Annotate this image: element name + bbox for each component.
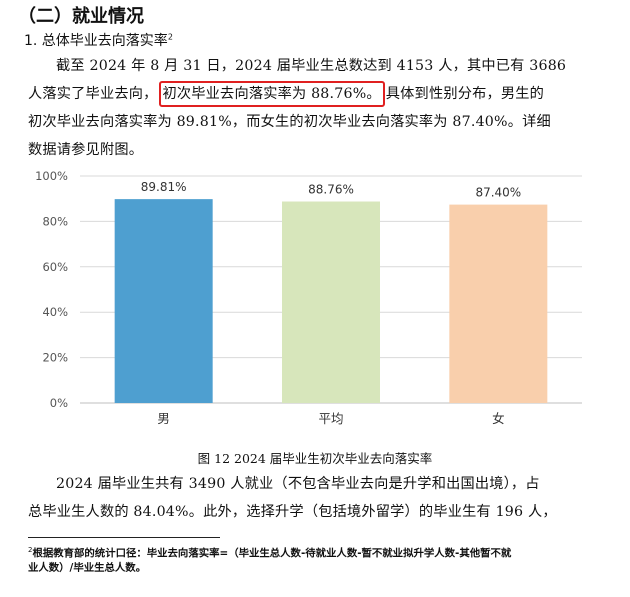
data-label: 87.40% xyxy=(475,186,521,200)
highlighted-rate: 初次毕业去向落实率为 88.76%。 xyxy=(158,81,385,107)
y-tick-label: 0% xyxy=(50,396,68,410)
footnote: 2根据教育部的统计口径：毕业去向落实率=（毕业生总人数-待就业人数-暂不就业拟升… xyxy=(28,543,598,576)
footnote-text: 根据教育部的统计口径：毕业去向落实率=（毕业生总人数-待就业人数-暂不就业拟升学… xyxy=(32,547,512,560)
paragraph-intro: 截至 2024 年 8 月 31 日，2024 届毕业生总数达到 4153 人，… xyxy=(28,52,588,164)
paragraph-text: 具体到性别分布，男生的 xyxy=(385,86,545,102)
x-tick-label: 平均 xyxy=(318,411,343,426)
paragraph-line: 总毕业生人数的 84.04%。此外，选择升学（包括境外留学）的毕业生有 196 … xyxy=(28,504,557,520)
subsection-title-text: 1. 总体毕业去向落实率 xyxy=(24,33,168,49)
y-tick-label: 80% xyxy=(42,214,68,228)
footnote-text: 业人数）/毕业生总人数。 xyxy=(28,562,147,575)
footnote-divider xyxy=(28,537,220,538)
figure-caption: 图 12 2024 届毕业生初次毕业去向落实率 xyxy=(197,451,433,466)
subsection-title: 1. 总体毕业去向落实率2 xyxy=(24,30,173,50)
paragraph-line: 2024 届毕业生共有 3490 人就业（不包含毕业去向是升学和出国出境），占 xyxy=(56,476,540,492)
paragraph-line: 数据请参见附图。 xyxy=(28,142,144,158)
y-tick-label: 20% xyxy=(42,351,68,365)
footnote-ref: 2 xyxy=(167,32,173,42)
x-tick-label: 女 xyxy=(492,411,505,426)
bar xyxy=(114,199,213,403)
paragraph-text: 人落实了毕业去向， xyxy=(28,86,158,102)
y-tick-label: 60% xyxy=(42,260,68,274)
y-tick-label: 100% xyxy=(35,169,68,183)
bar xyxy=(282,201,380,403)
footnote-mark: 2 xyxy=(28,546,33,554)
section-heading: （二）就业情况 xyxy=(18,6,144,27)
data-label: 89.81% xyxy=(141,180,187,194)
paragraph-line: 截至 2024 年 8 月 31 日，2024 届毕业生总数达到 4153 人，… xyxy=(56,58,567,74)
paragraph-line: 初次毕业去向落实率为 89.81%，而女生的初次毕业去向落实率为 87.40%。… xyxy=(28,114,551,130)
x-tick-label: 男 xyxy=(157,411,170,426)
bar xyxy=(449,204,548,403)
y-tick-label: 40% xyxy=(42,305,68,319)
paragraph-employment: 2024 届毕业生共有 3490 人就业（不包含毕业去向是升学和出国出境），占 … xyxy=(28,470,598,526)
data-label: 88.76% xyxy=(308,183,354,197)
paragraph-line: 人落实了毕业去向， 初次毕业去向落实率为 88.76%。 具体到性别分布，男生的 xyxy=(28,80,588,108)
bar-chart: 0% 20% 40% 60% 80% 100% 89.81% 男 88.76% 平均 87.40% 女 xyxy=(35,169,582,426)
